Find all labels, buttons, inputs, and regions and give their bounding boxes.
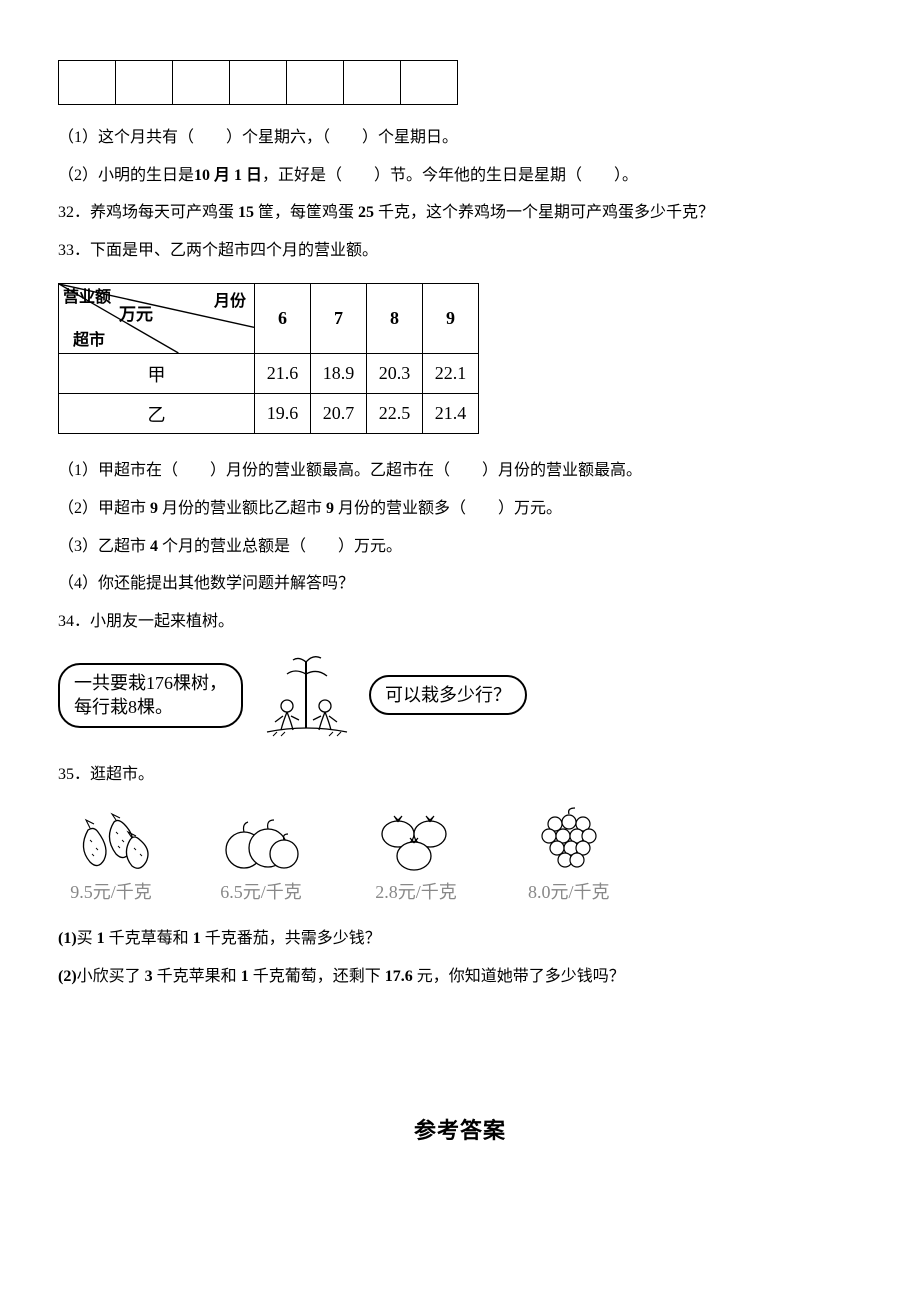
q35-sub2-d: 千克葡萄，还剩下 [249, 968, 385, 985]
q35-sub1-b: 买 [77, 930, 97, 947]
q35-sub2-n3: 17.6 [385, 968, 413, 985]
blank-cell [344, 61, 401, 105]
table-cell: 21.6 [255, 354, 311, 394]
blank-cell [116, 61, 173, 105]
q32-n2: 25 [358, 204, 374, 221]
fruit-price: 9.5元/千克 [70, 878, 152, 904]
row-a-label: 甲 [59, 354, 255, 394]
q35-sub2-e: 元，你知道她带了多少钱吗？ [413, 968, 625, 985]
table-row-a: 甲 21.6 18.9 20.3 22.1 [59, 354, 479, 394]
revenue-table-container: 营业额 万元 月份 超市 6 7 8 9 甲 21.6 18.9 20.3 22… [58, 283, 870, 434]
fruit-item-strawberry: 9.5元/千克 [68, 812, 154, 904]
fruit-row: 9.5元/千克 6.5元/千克 2.8元/千克 [68, 806, 870, 904]
bubble-left-l1: 一共要栽176棵树， [74, 673, 227, 693]
tree-planting-illustration: 一共要栽176棵树， 每行栽8棵。 可以栽多少行？ [58, 650, 870, 740]
q33-sub2-b: 月份的营业额比乙超市 [158, 500, 326, 517]
table-cell: 22.5 [367, 394, 423, 434]
fruit-price: 6.5元/千克 [220, 878, 302, 904]
blank-cell [173, 61, 230, 105]
q33-sub1: （1）甲超市在（ ）月份的营业额最高。乙超市在（ ）月份的营业额最高。 [50, 454, 870, 488]
q33-sub4: （4）你还能提出其他数学问题并解答吗？ [50, 567, 870, 601]
q33-sub2-a: （2）甲超市 [58, 500, 150, 517]
diag-market-label: 超市 [73, 333, 105, 349]
document-page: （1）这个月共有（ ）个星期六，（ ）个星期日。 （2）小明的生日是10 月 1… [0, 0, 920, 1225]
q35-intro: 35．逛超市。 [50, 758, 870, 792]
revenue-table-diag-header: 营业额 万元 月份 超市 [59, 284, 255, 354]
q35-sub2: (2)小欣买了 3 千克苹果和 1 千克葡萄，还剩下 17.6 元，你知道她带了… [50, 960, 870, 994]
q32-n1: 15 [238, 204, 254, 221]
q33-sub3-b: 个月的营业总额是（ ）万元。 [158, 538, 402, 555]
table-cell: 20.3 [367, 354, 423, 394]
q33-sub2-c: 月份的营业额多（ ）万元。 [334, 500, 562, 517]
q35-sub1: (1)买 1 千克草莓和 1 千克番茄，共需多少钱？ [50, 922, 870, 956]
q35-sub1-d: 千克番茄，共需多少钱？ [201, 930, 381, 947]
blank-calendar-row [58, 60, 458, 105]
month-header: 8 [367, 284, 423, 354]
table-cell: 21.4 [423, 394, 479, 434]
bubble-left-body: 一共要栽176棵树， 每行栽8棵。 [58, 663, 243, 728]
q33-sub3-a: （3）乙超市 [58, 538, 150, 555]
table-row-b: 乙 19.6 20.7 22.5 21.4 [59, 394, 479, 434]
q31-sub2-b: ，正好是（ ）节。今年他的生日是星期（ ）。 [262, 167, 638, 184]
q35-sub2-b: 小欣买了 [77, 968, 145, 985]
q33-sub2-n1: 9 [150, 500, 158, 517]
q33-intro: 33．下面是甲、乙两个超市四个月的营业额。 [50, 234, 870, 268]
blank-cell [287, 61, 344, 105]
bubble-left-l2: 每行栽8棵。 [74, 697, 173, 717]
q33-sub3: （3）乙超市 4 个月的营业总额是（ ）万元。 [50, 530, 870, 564]
month-header: 6 [255, 284, 311, 354]
q35-sub1-c: 千克草莓和 [105, 930, 193, 947]
children-planting-tree-icon [251, 650, 361, 740]
diag-month-label: 月份 [214, 294, 246, 310]
q33-sub3-n: 4 [150, 538, 158, 555]
q35-sub2-c: 千克苹果和 [153, 968, 241, 985]
q31-sub2-a: （2）小明的生日是 [58, 167, 194, 184]
q32-c: 千克，这个养鸡场一个星期可产鸡蛋多少千克？ [374, 204, 714, 221]
q35-sub1-n2: 1 [193, 930, 201, 947]
diag-top-label: 营业额 [63, 290, 111, 306]
month-header: 9 [423, 284, 479, 354]
row-b-label: 乙 [59, 394, 255, 434]
q35-sub2-n2: 1 [241, 968, 249, 985]
strawberry-icon [68, 812, 154, 872]
q35-sub1-n1: 1 [97, 930, 105, 947]
speech-bubble-left: 一共要栽176棵树， 每行栽8棵。 [58, 663, 243, 728]
q35-sub1-num: (1) [58, 930, 77, 947]
table-cell: 19.6 [255, 394, 311, 434]
fruit-price: 8.0元/千克 [528, 878, 610, 904]
q32-b: 筐，每筐鸡蛋 [254, 204, 358, 221]
q31-sub2-date: 10 月 1 日 [194, 167, 262, 184]
tomato-icon [368, 812, 464, 872]
q32-a: 32．养鸡场每天可产鸡蛋 [58, 204, 238, 221]
q33-sub2-n2: 9 [326, 500, 334, 517]
q31-sub2: （2）小明的生日是10 月 1 日，正好是（ ）节。今年他的生日是星期（ ）。 [50, 159, 870, 193]
q33-sub2: （2）甲超市 9 月份的营业额比乙超市 9 月份的营业额多（ ）万元。 [50, 492, 870, 526]
q35-sub2-num: (2) [58, 968, 77, 985]
q32: 32．养鸡场每天可产鸡蛋 15 筐，每筐鸡蛋 25 千克，这个养鸡场一个星期可产… [50, 196, 870, 230]
fruit-price: 2.8元/千克 [375, 878, 457, 904]
fruit-item-tomato: 2.8元/千克 [368, 812, 464, 904]
fruit-item-grape: 8.0元/千克 [528, 806, 610, 904]
fruit-item-apple: 6.5元/千克 [218, 812, 304, 904]
blank-cell [59, 61, 116, 105]
table-cell: 22.1 [423, 354, 479, 394]
month-header: 7 [311, 284, 367, 354]
bubble-right-body: 可以栽多少行？ [369, 675, 527, 715]
q31-sub1: （1）这个月共有（ ）个星期六，（ ）个星期日。 [50, 121, 870, 155]
blank-cell [230, 61, 287, 105]
answer-key-title: 参考答案 [50, 1113, 870, 1145]
revenue-table: 营业额 万元 月份 超市 6 7 8 9 甲 21.6 18.9 20.3 22… [58, 283, 479, 434]
speech-bubble-right: 可以栽多少行？ [369, 675, 527, 715]
table-cell: 18.9 [311, 354, 367, 394]
table-cell: 20.7 [311, 394, 367, 434]
grape-icon [531, 806, 607, 872]
q35-sub2-n1: 3 [145, 968, 153, 985]
diag-wan-label: 万元 [119, 306, 153, 323]
apple-icon [218, 812, 304, 872]
blank-cell [401, 61, 458, 105]
q34-intro: 34．小朋友一起来植树。 [50, 605, 870, 639]
